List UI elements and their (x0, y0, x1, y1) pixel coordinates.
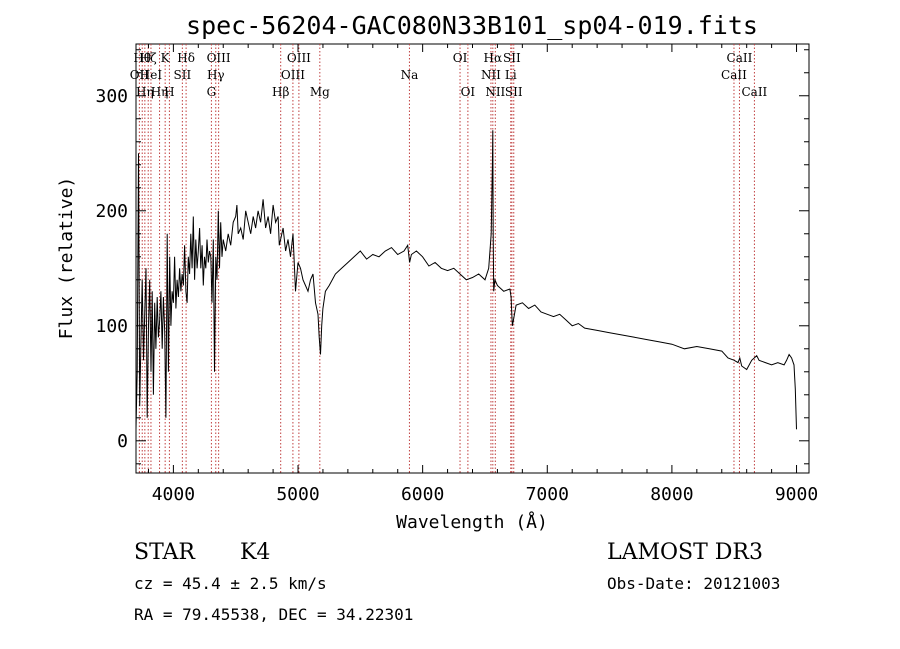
plot-frame (135, 43, 810, 474)
y-tick-label-3: 300 (95, 86, 128, 107)
line-marker-label-14: OIII (281, 68, 305, 82)
x-tick-label-2: 6000 (401, 484, 444, 505)
y-tick-label-0: 0 (117, 431, 128, 452)
flux-series-line (135, 130, 797, 430)
survey-name: LAMOST DR3 (607, 540, 763, 565)
line-marker-label-28: CaII (741, 85, 767, 99)
line-marker-label-6: K (161, 51, 171, 65)
object-class: STAR (134, 540, 196, 565)
line-marker-label-9: Hδ (177, 51, 195, 65)
obs-date: Obs-Date: 20121003 (607, 574, 780, 593)
line-marker-label-3: Hζ (140, 51, 157, 65)
line-marker-lines (138, 44, 755, 473)
line-marker-label-25: SII (505, 85, 523, 99)
x-tick-label-3: 7000 (526, 484, 569, 505)
x-tick-label-1: 5000 (276, 484, 319, 505)
line-marker-label-23: Li (505, 68, 517, 82)
line-marker-label-12: OIII (207, 51, 231, 65)
line-marker-label-7: H (164, 85, 174, 99)
line-marker-label-17: Na (401, 68, 419, 82)
y-tick-label-2: 200 (95, 201, 128, 222)
plot-area: OIIHθHηHζHeIHηKHSIIHδGHγOIIIHβOIIIOIIIMg… (95, 43, 818, 505)
line-marker-label-26: CaII (721, 68, 747, 82)
line-marker-label-21: Hα (484, 51, 503, 65)
line-marker-label-5: Hη (151, 85, 169, 99)
object-subclass: K4 (240, 540, 270, 565)
y-axis-ticks: 0 100 200 300 (95, 49, 809, 465)
line-marker-label-11: Hγ (207, 68, 225, 82)
line-marker-label-1: Hθ (133, 51, 151, 65)
x-axis-label: Wavelength (Å) (396, 511, 548, 533)
line-marker-label-22: NII (485, 85, 505, 99)
x-tick-label-5: 9000 (775, 484, 818, 505)
line-marker-label-27: CaII (727, 51, 753, 65)
x-tick-label-4: 8000 (650, 484, 693, 505)
x-axis-ticks: 4000 5000 6000 7000 8000 9000 (147, 44, 818, 505)
y-tick-label-1: 100 (95, 316, 128, 337)
x-tick-label-0: 4000 (152, 484, 195, 505)
line-marker-label-8: SII (174, 68, 192, 82)
line-marker-label-20: NII (481, 68, 501, 82)
line-marker-label-0: OII (130, 68, 150, 82)
line-marker-label-4: HeI (140, 68, 163, 82)
line-marker-label-19: OI (461, 85, 476, 99)
y-axis-label: Flux (relative) (56, 177, 77, 340)
line-marker-label-13: Hβ (272, 85, 289, 99)
redshift-readout: cz = 45.4 ± 2.5 km/s (134, 574, 327, 593)
line-marker-label-15: OIII (287, 51, 311, 65)
info-panel: STAR K4 LAMOST DR3 cz = 45.4 ± 2.5 km/s … (134, 540, 780, 624)
coordinates: RA = 79.45538, DEC = 34.22301 (134, 605, 413, 624)
line-marker-labels: OIIHθHηHζHeIHηKHSIIHδGHγOIIIHβOIIIOIIIMg… (130, 51, 768, 99)
chart-title: spec-56204-GAC080N33B101_sp04-019.fits (186, 11, 758, 40)
line-marker-label-10: G (207, 85, 217, 99)
line-marker-label-24: SII (503, 51, 521, 65)
line-marker-label-16: Mg (310, 85, 330, 99)
line-marker-label-18: OI (453, 51, 468, 65)
